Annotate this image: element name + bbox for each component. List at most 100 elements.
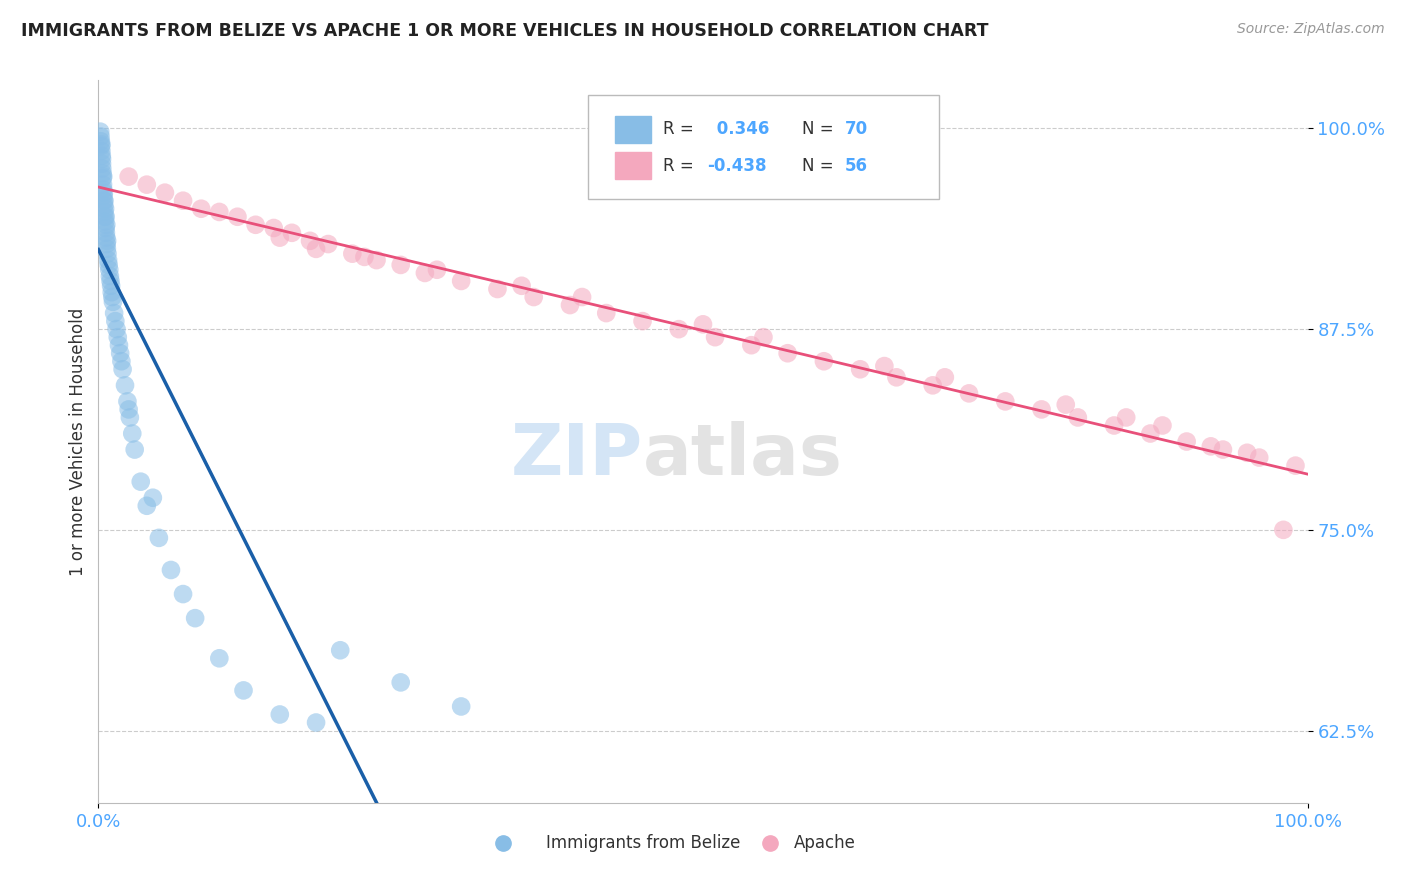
Bar [614, 116, 651, 143]
Point [523, 290, 546, 304]
Text: 0.346: 0.346 [711, 120, 770, 138]
Point [1236, 446, 1258, 460]
Point [91, 161, 114, 176]
Point [342, 246, 364, 260]
Point [752, 330, 775, 344]
Point [90, 144, 112, 158]
Point [121, 426, 143, 441]
Point [111, 362, 134, 376]
Point [813, 354, 835, 368]
Point [96, 242, 118, 256]
Point [1031, 402, 1053, 417]
Text: -0.438: -0.438 [707, 156, 766, 175]
Point [558, 298, 581, 312]
Point [1284, 458, 1306, 473]
Point [100, 278, 122, 293]
Point [114, 378, 136, 392]
Point [886, 370, 908, 384]
Point [595, 306, 617, 320]
Point [153, 186, 176, 200]
Point [90, 129, 112, 144]
Point [263, 221, 285, 235]
Point [631, 314, 654, 328]
Point [1115, 410, 1137, 425]
Point [245, 218, 267, 232]
Point [190, 202, 212, 216]
Point [704, 330, 727, 344]
Point [1102, 418, 1125, 433]
Point [98, 262, 121, 277]
Point [142, 491, 165, 505]
Point [281, 226, 304, 240]
Text: atlas: atlas [643, 422, 842, 491]
Point [124, 442, 146, 457]
Point [389, 258, 412, 272]
Point [450, 699, 472, 714]
Point [91, 169, 114, 184]
Point [921, 378, 943, 392]
Point [97, 258, 120, 272]
Text: 70: 70 [845, 120, 868, 138]
Point [91, 182, 114, 196]
Point [91, 178, 114, 192]
Point [957, 386, 980, 401]
Point [100, 285, 122, 300]
Point [413, 266, 436, 280]
Point [366, 253, 388, 268]
Point [1272, 523, 1295, 537]
Point [91, 166, 114, 180]
Point [96, 237, 118, 252]
Point [129, 475, 152, 489]
Text: Source: ZipAtlas.com: Source: ZipAtlas.com [1237, 22, 1385, 37]
Point [1175, 434, 1198, 449]
Point [873, 359, 896, 373]
Text: ZIP: ZIP [510, 422, 643, 491]
Point [108, 338, 131, 352]
Point [571, 290, 593, 304]
Point [148, 531, 170, 545]
Point [96, 230, 118, 244]
Point [107, 330, 129, 344]
Point [90, 149, 112, 163]
Point [269, 707, 291, 722]
Point [426, 262, 449, 277]
Point [94, 214, 117, 228]
Point [91, 157, 114, 171]
Point [105, 322, 128, 336]
Point [104, 314, 127, 328]
Point [108, 346, 131, 360]
Point [668, 322, 690, 336]
Text: R =: R = [664, 120, 699, 138]
Bar [614, 152, 651, 179]
Y-axis label: 1 or more Vehicles in Household: 1 or more Vehicles in Household [69, 308, 87, 575]
Point [96, 246, 118, 260]
Text: 56: 56 [845, 156, 868, 175]
Point [117, 394, 139, 409]
Point [93, 210, 115, 224]
Point [305, 242, 328, 256]
Point [160, 563, 183, 577]
Point [94, 210, 117, 224]
Point [93, 198, 115, 212]
Point [91, 152, 114, 166]
Point [90, 134, 112, 148]
Point [93, 186, 115, 200]
Point [849, 362, 872, 376]
Point [110, 354, 132, 368]
Point [100, 274, 122, 288]
Point [135, 178, 157, 192]
Point [101, 290, 124, 304]
Point [232, 683, 254, 698]
Text: R =: R = [664, 156, 699, 175]
Point [692, 318, 714, 332]
Point [96, 234, 118, 248]
Point [96, 218, 118, 232]
Point [208, 651, 231, 665]
Point [89, 125, 111, 139]
Point [118, 402, 141, 417]
Point [90, 137, 112, 152]
Point [305, 715, 328, 730]
Point [1152, 418, 1174, 433]
Point [1139, 426, 1161, 441]
Point [91, 171, 114, 186]
